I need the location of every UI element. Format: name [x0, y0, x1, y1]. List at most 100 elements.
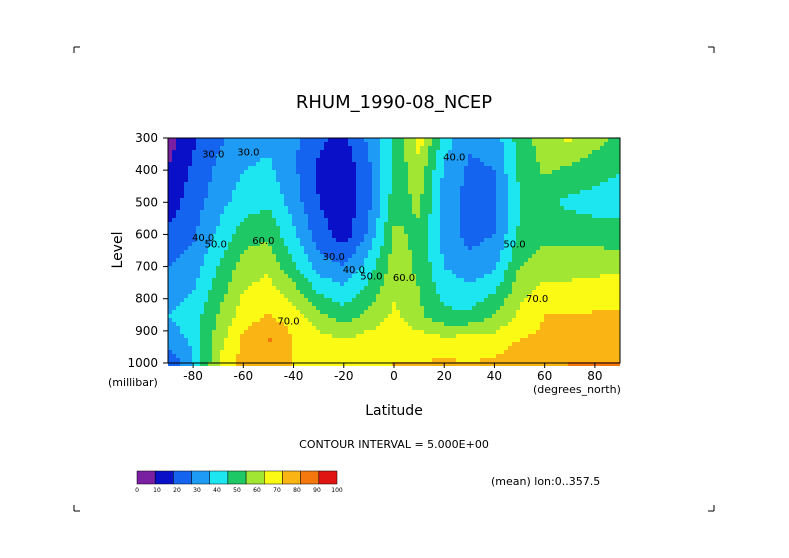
heatmap-cell [252, 234, 256, 238]
heatmap-cell [420, 182, 424, 186]
heatmap-cell [520, 166, 524, 170]
heatmap-cell [176, 194, 180, 198]
heatmap-cell [292, 222, 296, 226]
heatmap-cell [408, 194, 412, 198]
heatmap-cell [484, 278, 488, 282]
heatmap-cell [388, 166, 392, 170]
heatmap-cell [200, 202, 204, 206]
heatmap-cell [324, 246, 328, 250]
heatmap-cell [444, 310, 448, 314]
heatmap-cell [368, 170, 372, 174]
heatmap-cell [208, 202, 212, 206]
heatmap-cell [304, 298, 308, 302]
heatmap-cell [424, 162, 428, 166]
heatmap-cell [532, 158, 536, 162]
heatmap-cell [408, 226, 412, 230]
heatmap-cell [608, 154, 612, 158]
heatmap-cell [584, 162, 588, 166]
heatmap-cell [484, 290, 488, 294]
heatmap-cell [296, 286, 300, 290]
heatmap-cell [428, 218, 432, 222]
heatmap-cell [248, 306, 252, 310]
heatmap-cell [332, 246, 336, 250]
heatmap-cell [520, 294, 524, 298]
heatmap-cell [276, 290, 280, 294]
heatmap-cell [176, 150, 180, 154]
heatmap-cell [264, 274, 268, 278]
heatmap-cell [472, 246, 476, 250]
heatmap-cell [296, 154, 300, 158]
heatmap-cell [468, 286, 472, 290]
heatmap-cell [196, 238, 200, 242]
heatmap-cell [252, 210, 256, 214]
heatmap-cell [344, 170, 348, 174]
heatmap-cell [272, 218, 276, 222]
heatmap-cell [480, 186, 484, 190]
heatmap-cell [200, 258, 204, 262]
heatmap-cell [412, 166, 416, 170]
heatmap-cell [540, 150, 544, 154]
heatmap-cell [380, 142, 384, 146]
heatmap-cell [240, 154, 244, 158]
heatmap-cell [540, 222, 544, 226]
heatmap-cell [592, 290, 596, 294]
heatmap-cell [504, 210, 508, 214]
heatmap-cell [308, 154, 312, 158]
heatmap-cell [292, 286, 296, 290]
heatmap-cell [316, 154, 320, 158]
heatmap-cell [484, 286, 488, 290]
heatmap-cell [496, 286, 500, 290]
heatmap-cell [396, 282, 400, 286]
heatmap-cell [464, 278, 468, 282]
heatmap-cell [588, 154, 592, 158]
heatmap-cell [296, 218, 300, 222]
heatmap-cell [564, 198, 568, 202]
heatmap-cell [272, 278, 276, 282]
heatmap-cell [360, 202, 364, 206]
heatmap-cell [460, 262, 464, 266]
heatmap-cell [596, 306, 600, 310]
heatmap-cell [432, 150, 436, 154]
heatmap-cell [568, 302, 572, 306]
heatmap-cell [376, 202, 380, 206]
heatmap-cell [412, 202, 416, 206]
heatmap-cell [572, 186, 576, 190]
heatmap-cell [616, 238, 620, 242]
heatmap-cell [568, 282, 572, 286]
heatmap-cell [456, 162, 460, 166]
heatmap-cell [480, 306, 484, 310]
heatmap-cell [480, 146, 484, 150]
heatmap-cell [468, 294, 472, 298]
heatmap-cell [508, 202, 512, 206]
heatmap-cell [352, 294, 356, 298]
heatmap-cell [480, 250, 484, 254]
heatmap-cell [336, 258, 340, 262]
heatmap-cell [184, 310, 188, 314]
heatmap-cell [348, 290, 352, 294]
heatmap-cell [168, 234, 172, 238]
heatmap-cell [352, 142, 356, 146]
heatmap-cell [532, 210, 536, 214]
heatmap-cell [368, 290, 372, 294]
heatmap-cell [548, 306, 552, 310]
heatmap-cell [612, 210, 616, 214]
heatmap-cell [356, 170, 360, 174]
heatmap-cell [472, 142, 476, 146]
heatmap-cell [540, 142, 544, 146]
heatmap-cell [456, 170, 460, 174]
heatmap-cell [216, 282, 220, 286]
heatmap-cell [540, 218, 544, 222]
heatmap-cell [332, 218, 336, 222]
heatmap-cell [500, 154, 504, 158]
heatmap-cell [352, 306, 356, 310]
heatmap-cell [392, 262, 396, 266]
heatmap-cell [532, 222, 536, 226]
heatmap-cell [240, 210, 244, 214]
heatmap-cell [332, 146, 336, 150]
heatmap-cell [372, 170, 376, 174]
heatmap-cell [452, 154, 456, 158]
heatmap-cell [312, 142, 316, 146]
heatmap-cell [252, 158, 256, 162]
heatmap-cell [300, 162, 304, 166]
heatmap-cell [304, 162, 308, 166]
